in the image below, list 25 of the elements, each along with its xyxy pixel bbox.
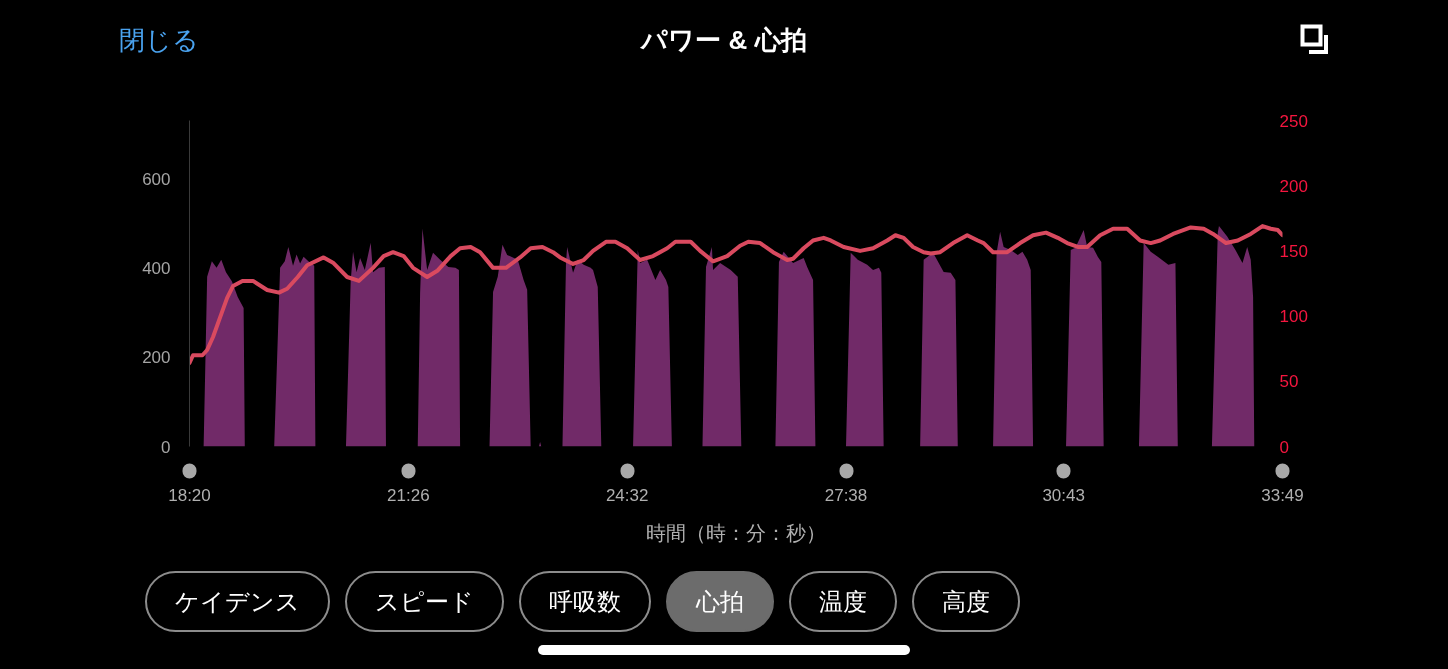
x-tick-label: 18:20: [168, 485, 211, 505]
tab-button: スピード: [345, 571, 504, 632]
x-tick-label: 33:49: [1261, 485, 1304, 505]
y2-tick-label: 0: [1279, 437, 1289, 457]
tab-button: 呼吸数: [519, 571, 651, 632]
y2-tick-label: 200: [1279, 176, 1308, 196]
y2-tick-label: 50: [1279, 372, 1299, 392]
y2-tick-label: 100: [1279, 307, 1308, 327]
y-tick-label: 400: [142, 258, 171, 278]
close-button: 閉じる: [119, 22, 199, 58]
tab-button: 高度: [912, 571, 1020, 632]
x-tick-label: 24:32: [605, 485, 649, 505]
y-tick-label: 200: [142, 348, 171, 368]
x-tick-label: 27:38: [824, 485, 868, 505]
x-tick-label: 21:26: [387, 485, 430, 505]
tab-button: 心拍: [666, 571, 774, 632]
y-tick-label: 600: [142, 169, 171, 189]
x-axis-title: 時間（時：分：秒）: [646, 521, 826, 544]
y2-tick-label: 250: [1279, 111, 1308, 131]
tab-button: 温度: [789, 571, 897, 632]
y2-tick-label: 150: [1279, 241, 1308, 261]
y-tick-label: 0: [161, 437, 171, 457]
x-tick-label: 30:43: [1042, 485, 1085, 505]
tab-button: ケイデンス: [145, 571, 330, 632]
chart-title: パワー & 心拍: [641, 24, 807, 57]
